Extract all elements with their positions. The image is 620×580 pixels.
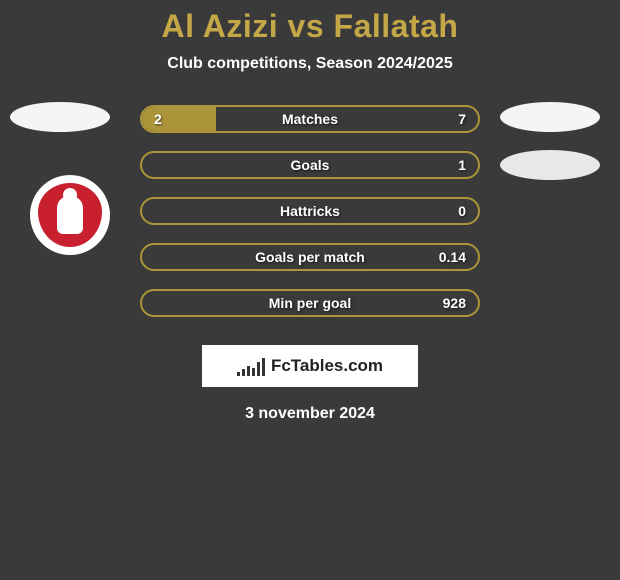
stat-rows: 2 Matches 7 Goals 1 Hattricks 0 Goals pe… [140,105,480,317]
team-logo-inner [38,183,102,247]
bar-icon [247,366,250,376]
stat-label: Hattricks [280,203,340,219]
team-logo [30,175,110,255]
stat-right-value: 1 [458,157,466,173]
stat-label: Matches [282,111,338,127]
content-area: 2 Matches 7 Goals 1 Hattricks 0 Goals pe… [0,105,620,423]
stat-row-matches: 2 Matches 7 [140,105,480,133]
figure-icon [57,196,83,234]
bar-icon [237,372,240,376]
header: Al Azizi vs Fallatah Club competitions, … [0,0,620,73]
stat-right-value: 0 [458,203,466,219]
bar-icon [242,369,245,376]
stat-label: Min per goal [269,295,351,311]
shield-icon [38,183,102,247]
footer-date: 3 november 2024 [0,405,620,423]
stat-left-value: 2 [154,111,162,127]
bar-icon [252,368,255,376]
brand-text: FcTables.com [271,356,383,376]
stat-row-hattricks: Hattricks 0 [140,197,480,225]
stat-right-value: 928 [443,295,466,311]
stat-row-min-per-goal: Min per goal 928 [140,289,480,317]
player-badge-left [10,102,110,132]
stat-right-value: 0.14 [439,249,466,265]
page-title: Al Azizi vs Fallatah [0,8,620,45]
player-badge-right-2 [500,150,600,180]
stat-row-goals: Goals 1 [140,151,480,179]
stat-right-value: 7 [458,111,466,127]
brand-chart-icon [237,356,265,376]
stat-label: Goals per match [255,249,365,265]
page-subtitle: Club competitions, Season 2024/2025 [0,55,620,73]
stat-row-goals-per-match: Goals per match 0.14 [140,243,480,271]
stat-label: Goals [291,157,330,173]
player-badge-right-1 [500,102,600,132]
bar-icon [262,358,265,376]
brand-box[interactable]: FcTables.com [202,345,418,387]
bar-icon [257,362,260,376]
